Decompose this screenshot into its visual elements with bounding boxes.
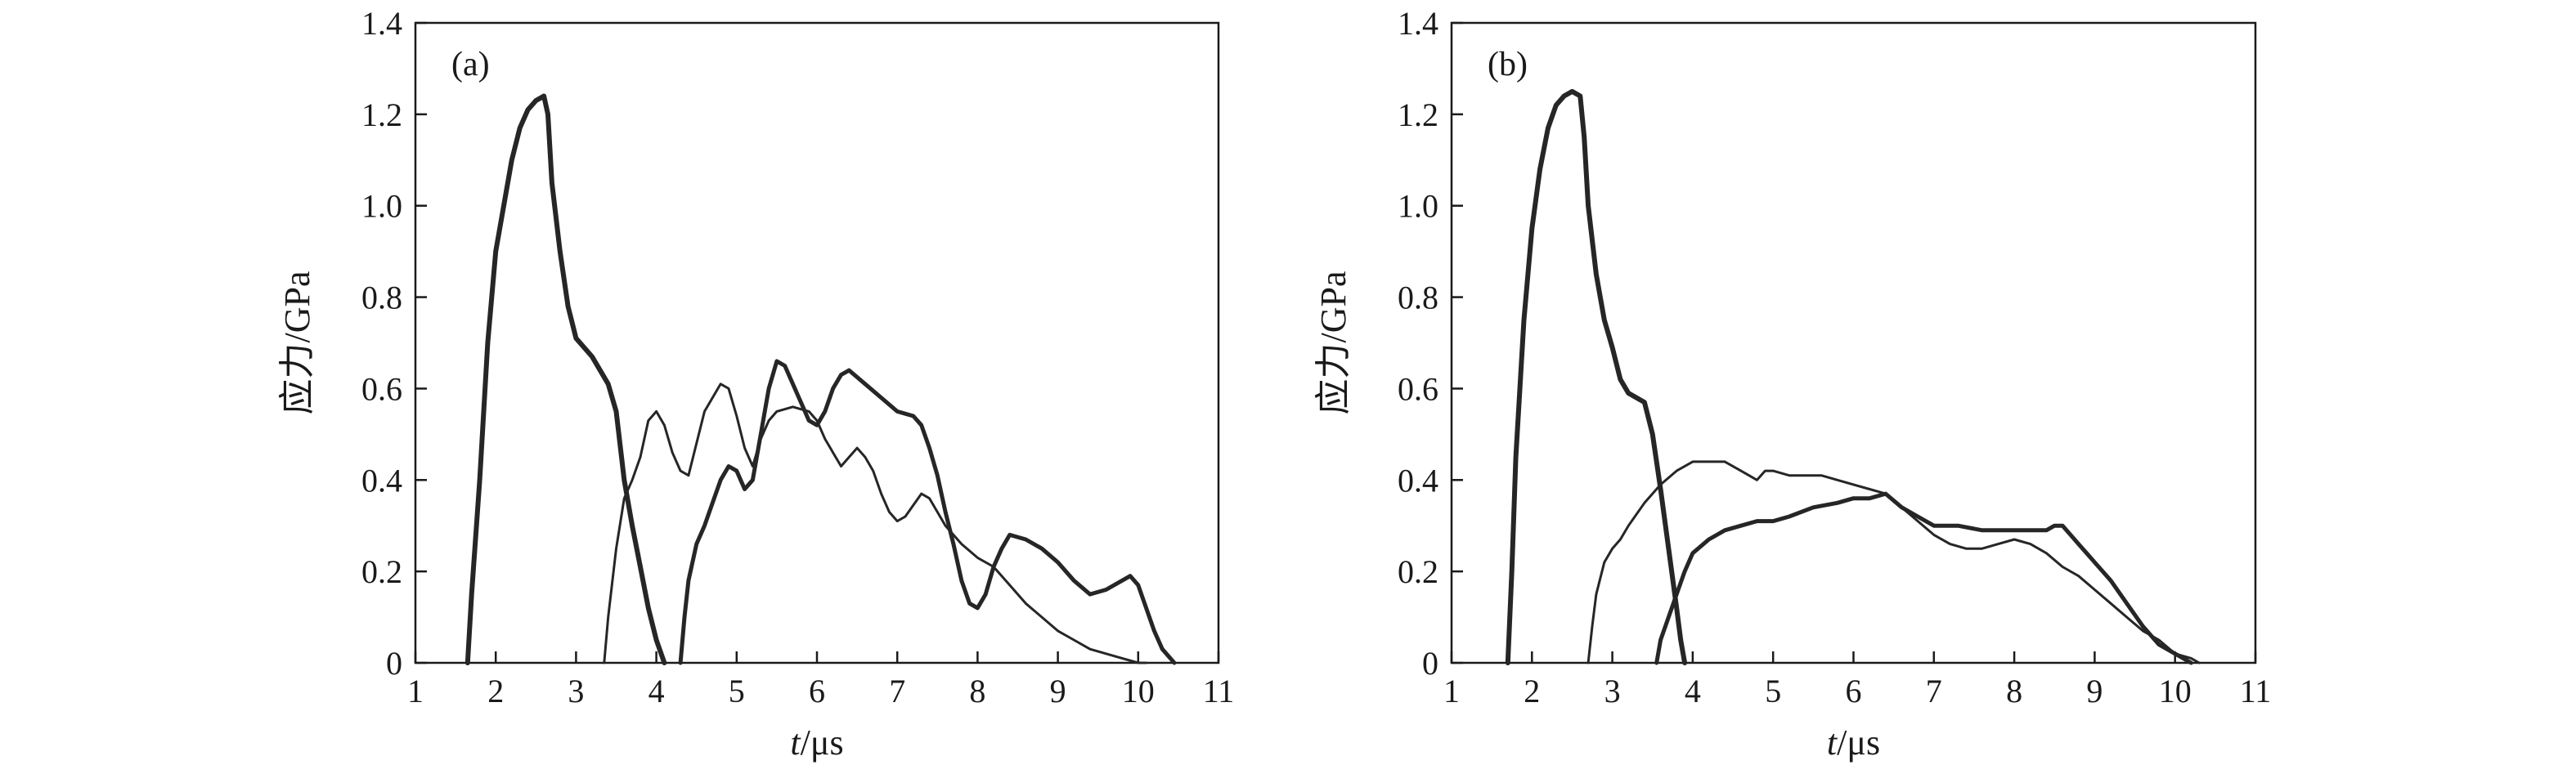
y-tick-label: 0.4 bbox=[361, 462, 402, 499]
y-axis-title: 应力/GPa bbox=[1313, 271, 1353, 415]
x-tick-label: 10 bbox=[1122, 673, 1155, 709]
x-axis-title: t/μs bbox=[790, 723, 843, 763]
x-tick-label: 9 bbox=[2086, 673, 2103, 709]
series-line-1 bbox=[464, 93, 667, 665]
series-line-1 bbox=[1505, 88, 1688, 665]
y-tick-label: 0 bbox=[1422, 645, 1438, 682]
y-tick-label: 1.4 bbox=[361, 5, 402, 42]
x-tick-label: 3 bbox=[1604, 673, 1621, 709]
series-line-2 bbox=[1586, 460, 2201, 664]
x-tick-label: 2 bbox=[487, 673, 504, 709]
x-tick-label: 1 bbox=[1443, 673, 1460, 709]
chart-panel-b: 1 2 3 4 5 6 7 8 9 10 11 0 0.2 0.4 0.6 0.8 1.0 1.2 1.4 (b) t/… bbox=[1313, 5, 2271, 763]
panel-label: (b) bbox=[1488, 46, 1528, 83]
series-line-3 bbox=[678, 359, 1177, 665]
y-tick-label: 0.2 bbox=[1398, 553, 1438, 590]
x-tick-label: 11 bbox=[2240, 673, 2272, 709]
chart-panel-a: 1 2 3 4 5 6 7 8 9 10 11 0 0.2 0.4 0.6 0.8 1.0 1.2 1.4 (a) t/… bbox=[277, 5, 1234, 763]
y-tick-label: 0.6 bbox=[1398, 370, 1438, 407]
series-line-2 bbox=[603, 383, 1148, 664]
y-tick-label: 1.0 bbox=[1398, 188, 1438, 225]
y-tick-label: 1.2 bbox=[1398, 96, 1438, 133]
x-tick-label: 10 bbox=[2159, 673, 2192, 709]
x-tick-label: 6 bbox=[1846, 673, 1862, 709]
y-tick-label: 0 bbox=[386, 645, 402, 682]
x-axis-variable: t bbox=[790, 723, 801, 763]
x-tick-label: 2 bbox=[1524, 673, 1540, 709]
x-tick-label: 4 bbox=[648, 673, 665, 709]
panel-label: (a) bbox=[451, 46, 490, 83]
x-tick-label: 7 bbox=[889, 673, 905, 709]
y-tick-label: 0.2 bbox=[361, 553, 402, 590]
x-axis-unit: /μs bbox=[1837, 723, 1880, 763]
x-axis-title: t/μs bbox=[1827, 723, 1880, 763]
y-tick-label: 0.6 bbox=[361, 370, 402, 407]
x-tick-label: 8 bbox=[2006, 673, 2022, 709]
x-tick-label: 11 bbox=[1203, 673, 1235, 709]
y-tick-label: 1.0 bbox=[361, 188, 402, 225]
plot-frame bbox=[1450, 21, 2257, 664]
x-tick-label: 8 bbox=[969, 673, 985, 709]
x-tick-label: 5 bbox=[1765, 673, 1781, 709]
y-tick-label: 1.4 bbox=[1398, 5, 1438, 42]
x-tick-label: 3 bbox=[568, 673, 584, 709]
x-axis-variable: t bbox=[1827, 723, 1838, 763]
y-tick-label: 1.2 bbox=[361, 96, 402, 133]
x-tick-label: 6 bbox=[809, 673, 825, 709]
y-tick-label: 0.4 bbox=[1398, 462, 1438, 499]
x-tick-label: 7 bbox=[1926, 673, 1942, 709]
plot-frame bbox=[414, 21, 1220, 664]
y-axis-title: 应力/GPa bbox=[277, 271, 317, 415]
x-tick-label: 4 bbox=[1685, 673, 1701, 709]
series-line-3 bbox=[1654, 491, 2193, 665]
x-tick-label: 5 bbox=[729, 673, 745, 709]
y-tick-label: 0.8 bbox=[361, 280, 402, 316]
x-axis-unit: /μs bbox=[801, 723, 844, 763]
x-tick-label: 1 bbox=[407, 673, 424, 709]
y-tick-label: 0.8 bbox=[1398, 280, 1438, 316]
x-tick-label: 9 bbox=[1050, 673, 1066, 709]
